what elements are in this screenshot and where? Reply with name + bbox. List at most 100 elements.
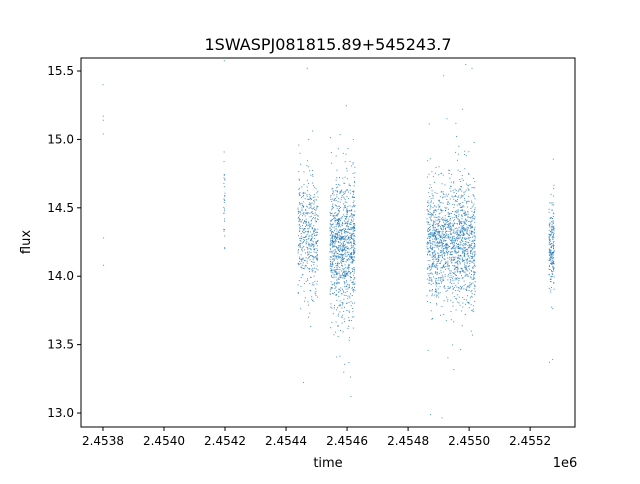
data-point xyxy=(316,255,318,257)
data-point xyxy=(352,281,354,283)
data-point xyxy=(456,256,458,258)
data-point xyxy=(427,349,429,351)
data-point xyxy=(336,228,338,230)
data-point xyxy=(316,231,318,233)
data-point xyxy=(428,123,430,125)
data-point xyxy=(444,219,446,221)
data-point xyxy=(440,276,442,278)
data-point xyxy=(346,207,348,209)
data-point xyxy=(466,183,468,185)
data-point xyxy=(442,252,444,254)
data-point xyxy=(469,217,471,219)
data-point xyxy=(427,210,429,212)
data-point xyxy=(445,268,447,270)
data-point xyxy=(464,283,466,285)
data-point xyxy=(337,336,339,338)
data-point xyxy=(313,257,315,259)
data-point xyxy=(308,222,310,224)
data-point xyxy=(439,249,441,251)
data-point xyxy=(429,289,431,291)
data-point xyxy=(549,222,551,224)
data-point xyxy=(465,155,467,157)
data-point xyxy=(349,254,351,256)
data-point xyxy=(224,195,226,197)
data-point xyxy=(458,224,460,226)
data-point xyxy=(442,229,444,231)
data-point xyxy=(458,257,460,259)
data-point xyxy=(309,206,311,208)
data-point xyxy=(457,264,459,266)
data-point xyxy=(331,240,333,242)
data-point xyxy=(302,267,304,269)
data-point xyxy=(466,253,468,255)
data-point xyxy=(331,206,333,208)
data-point xyxy=(450,272,452,274)
data-point xyxy=(309,271,311,273)
data-point xyxy=(457,243,459,245)
data-point xyxy=(428,243,430,245)
data-point xyxy=(352,220,354,222)
data-point xyxy=(314,186,316,188)
data-point xyxy=(309,259,311,261)
data-point xyxy=(354,172,356,174)
data-point xyxy=(297,252,299,254)
data-point xyxy=(335,249,337,251)
data-point xyxy=(429,195,431,197)
data-point xyxy=(459,285,461,287)
data-point xyxy=(454,228,456,230)
data-point xyxy=(336,252,338,254)
data-point xyxy=(474,210,476,212)
data-point xyxy=(337,256,339,258)
data-point xyxy=(340,250,342,252)
data-point xyxy=(455,122,457,124)
data-point xyxy=(435,280,437,282)
data-point xyxy=(449,270,451,272)
data-point xyxy=(348,264,350,266)
data-point xyxy=(331,307,333,309)
data-point xyxy=(444,196,446,198)
data-point xyxy=(308,194,310,196)
data-point xyxy=(331,322,333,324)
data-point xyxy=(437,225,439,227)
data-point xyxy=(457,153,459,155)
data-point xyxy=(348,209,350,211)
data-point xyxy=(428,250,430,252)
data-point xyxy=(343,275,345,277)
data-point xyxy=(339,274,341,276)
data-point xyxy=(351,262,353,264)
data-point xyxy=(459,258,461,260)
data-point xyxy=(438,273,440,275)
data-point xyxy=(300,233,302,235)
data-point xyxy=(441,256,443,258)
data-point xyxy=(350,262,352,264)
data-point xyxy=(426,248,428,250)
data-point xyxy=(306,224,308,226)
data-point xyxy=(346,302,348,304)
data-point xyxy=(330,219,332,221)
data-point xyxy=(339,355,341,357)
data-point xyxy=(552,252,554,254)
data-point xyxy=(305,220,307,222)
data-point xyxy=(302,212,304,214)
data-point xyxy=(335,246,337,248)
data-point xyxy=(427,231,429,233)
data-point xyxy=(316,280,318,282)
data-point xyxy=(436,285,438,287)
data-point xyxy=(310,205,312,207)
data-point xyxy=(333,267,335,269)
data-point xyxy=(437,267,439,269)
data-point xyxy=(433,212,435,214)
data-point xyxy=(435,236,437,238)
data-point xyxy=(469,234,471,236)
y-tick-label: 13.5 xyxy=(47,338,74,352)
data-point xyxy=(351,206,353,208)
data-point xyxy=(461,223,463,225)
data-point xyxy=(315,251,317,253)
data-point xyxy=(338,234,340,236)
data-point xyxy=(333,307,335,309)
data-point xyxy=(445,262,447,264)
data-point xyxy=(449,277,451,279)
data-point xyxy=(308,238,310,240)
data-point xyxy=(457,218,459,220)
data-point xyxy=(339,257,341,259)
